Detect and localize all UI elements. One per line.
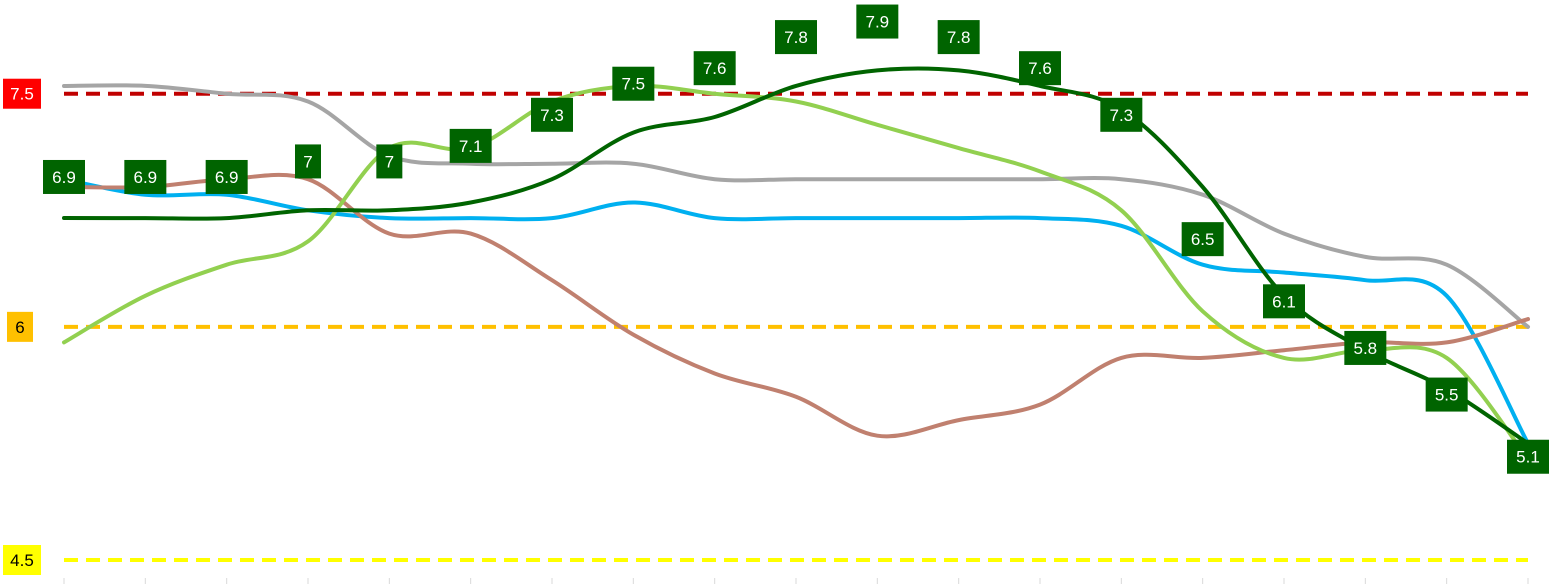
data-label: 7.3 <box>1100 97 1143 132</box>
data-label: 7.1 <box>449 128 492 163</box>
reference-lines: 7.5 6 4.5 <box>3 78 1528 575</box>
data-label-box <box>775 20 817 55</box>
data-label: 5.8 <box>1344 330 1387 365</box>
data-label-box <box>124 159 167 194</box>
data-label: 5.5 <box>1425 377 1468 412</box>
reference-label-2: 4.5 <box>3 545 41 575</box>
data-label-box <box>612 66 655 101</box>
data-label: 7 <box>376 144 403 179</box>
data-label: 7.6 <box>1019 51 1061 86</box>
data-label-box <box>1019 51 1061 86</box>
data-label: 7.8 <box>937 20 980 55</box>
data-label: 6.9 <box>124 159 167 194</box>
data-label-box <box>937 20 980 55</box>
data-label-text: 6.5 <box>1191 230 1215 249</box>
data-label-text: 5.8 <box>1354 339 1378 358</box>
data-label-box <box>449 128 492 163</box>
data-label-box <box>1507 439 1549 474</box>
reference-label-text: 6 <box>15 318 24 337</box>
data-label-text: 7.6 <box>703 59 727 78</box>
data-label-text: 6.9 <box>134 168 158 187</box>
data-label-box <box>1425 377 1468 412</box>
data-label-text: 6.1 <box>1272 292 1296 311</box>
data-label-box <box>856 4 899 39</box>
data-label: 6.5 <box>1181 222 1224 257</box>
data-label-text: 7 <box>303 152 312 171</box>
data-label-box <box>376 144 403 179</box>
data-label-text: 6.9 <box>52 168 76 187</box>
reference-label-text: 7.5 <box>10 85 34 104</box>
series-line-2 <box>62 172 1530 439</box>
series-line-3 <box>62 83 1530 461</box>
data-label-box <box>693 51 736 86</box>
data-label-box <box>1263 284 1305 319</box>
data-label: 6.9 <box>43 159 85 194</box>
series-line-0 <box>62 83 1530 329</box>
data-label: 7.9 <box>856 4 899 39</box>
reference-label-0: 7.5 <box>3 78 41 109</box>
data-label: 7.6 <box>693 51 736 86</box>
data-label: 5.1 <box>1507 439 1549 474</box>
data-label-text: 7.9 <box>866 13 890 32</box>
x-axis-ticks <box>63 578 1529 584</box>
data-label-text: 7.3 <box>1110 106 1134 125</box>
data-label-box <box>1181 222 1224 257</box>
data-label: 7 <box>295 144 321 179</box>
data-label-text: 7.8 <box>784 28 808 47</box>
data-label: 7.5 <box>612 66 655 101</box>
data-label-box <box>295 144 321 179</box>
data-label-text: 7 <box>385 152 394 171</box>
data-label-box <box>43 159 85 194</box>
data-label: 6.9 <box>205 159 248 194</box>
reference-label-text: 4.5 <box>10 551 34 570</box>
data-label-text: 7.1 <box>459 137 483 156</box>
data-label-text: 7.6 <box>1028 59 1052 78</box>
data-label-text: 7.8 <box>947 28 971 47</box>
data-label-text: 5.5 <box>1435 386 1459 405</box>
data-label-text: 5.1 <box>1516 448 1540 467</box>
data-label-box <box>531 97 573 132</box>
data-label-text: 7.3 <box>540 106 564 125</box>
data-label: 7.3 <box>531 97 573 132</box>
data-label-box <box>205 159 248 194</box>
series-line-4 <box>62 66 1530 446</box>
data-label-box <box>1100 97 1143 132</box>
series-line-1 <box>62 177 1530 446</box>
data-label-box <box>1344 330 1387 365</box>
series-lines <box>62 66 1530 461</box>
data-label-text: 6.9 <box>215 168 239 187</box>
data-labels: 6.9 6.9 6.9 7 7 7.1 7.3 7.5 7.6 7.8 7.9 7.8 7.6 7.3 6.… <box>43 4 1549 474</box>
data-label: 6.1 <box>1263 284 1305 319</box>
data-label-text: 7.5 <box>622 75 646 94</box>
reference-label-1: 6 <box>7 311 33 342</box>
data-label: 7.8 <box>775 20 817 55</box>
